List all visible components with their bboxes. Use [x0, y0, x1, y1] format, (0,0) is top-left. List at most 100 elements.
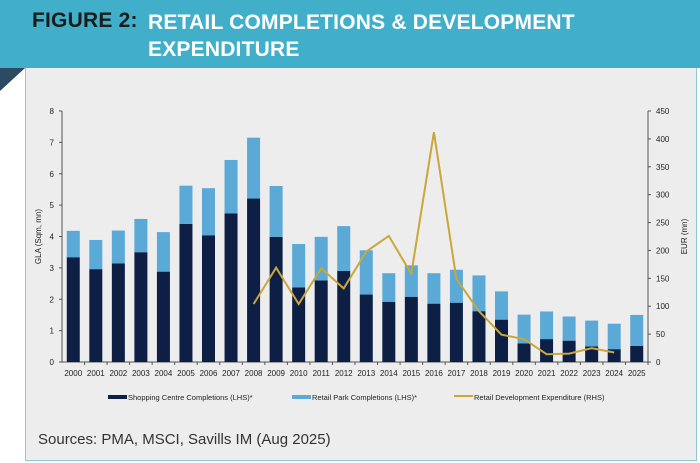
x-tick-label: 2015	[402, 369, 420, 378]
right-tick-label: 200	[656, 246, 670, 255]
bar-shopping-centre-2004	[156, 271, 170, 362]
bar-shopping-centre-2012	[337, 271, 351, 362]
legend-shopping-centre-swatch	[108, 395, 127, 399]
x-tick-label: 2005	[177, 369, 195, 378]
x-tick-label: 2025	[628, 369, 646, 378]
bar-retail-park-2025	[630, 314, 644, 346]
bar-shopping-centre-2019	[495, 319, 508, 362]
right-tick-label: 150	[656, 274, 670, 283]
bar-shopping-centre-2016	[427, 303, 441, 362]
bar-retail-park-2007	[224, 159, 238, 214]
left-tick-label: 8	[50, 107, 55, 116]
bar-shopping-centre-2006	[202, 235, 215, 362]
bar-shopping-centre-2000	[66, 257, 80, 362]
x-tick-label: 2007	[222, 369, 240, 378]
right-tick-label: 300	[656, 191, 670, 200]
x-tick-label: 2021	[538, 369, 556, 378]
figure-title: RETAIL COMPLETIONS & DEVELOPMENT EXPENDI…	[148, 11, 575, 61]
bar-retail-park-2002	[111, 230, 125, 264]
bar-shopping-centre-2007	[224, 213, 238, 362]
legend-retail-park-label: Retail Park Completions (LHS)*	[312, 393, 417, 402]
bar-retail-park-2009	[269, 185, 283, 237]
right-tick-label: 350	[656, 163, 670, 172]
bar-retail-park-2014	[382, 273, 396, 302]
bar-shopping-centre-2005	[179, 223, 193, 362]
left-tick-label: 2	[50, 295, 55, 304]
legend-shopping-centre-label: Shopping Centre Completions (LHS)*	[128, 393, 253, 402]
figure-label: FIGURE 2:	[32, 9, 138, 32]
x-tick-label: 2012	[335, 369, 353, 378]
bar-shopping-centre-2022	[562, 340, 576, 362]
bar-shopping-centre-2015	[404, 296, 418, 362]
right-tick-label: 100	[656, 302, 670, 311]
right-axis-title: EUR (mn)	[680, 218, 689, 254]
bar-shopping-centre-2023	[585, 346, 599, 362]
left-tick-label: 7	[50, 138, 55, 147]
x-tick-label: 2002	[109, 369, 127, 378]
bar-shopping-centre-2014	[382, 301, 396, 362]
bar-retail-park-2015	[404, 265, 418, 297]
right-tick-label: 50	[656, 330, 665, 339]
x-tick-label: 2014	[380, 369, 398, 378]
right-tick-label: 450	[656, 107, 670, 116]
x-tick-label: 2001	[87, 369, 105, 378]
right-tick-label: 250	[656, 219, 670, 228]
bar-shopping-centre-2002	[111, 263, 125, 362]
left-tick-label: 0	[50, 358, 55, 367]
x-tick-label: 2020	[515, 369, 533, 378]
bar-retail-park-2003	[134, 218, 148, 253]
bar-retail-park-2019	[495, 291, 508, 320]
x-tick-label: 2023	[583, 369, 601, 378]
x-tick-label: 2024	[605, 369, 623, 378]
bar-retail-park-2021	[540, 311, 554, 340]
bar-retail-park-2005	[179, 185, 193, 224]
bar-retail-park-2024	[607, 323, 621, 350]
bar-retail-park-2013	[359, 250, 373, 295]
left-tick-label: 6	[50, 170, 55, 179]
x-tick-label: 2019	[493, 369, 511, 378]
figure-header: FIGURE 2: RETAIL COMPLETIONS & DEVELOPME…	[0, 0, 700, 68]
bar-shopping-centre-2025	[630, 345, 644, 362]
legend-expenditure-swatch	[454, 395, 473, 397]
sources-note: Sources: PMA, MSCI, Savills IM (Aug 2025…	[38, 431, 331, 448]
bar-retail-park-2018	[472, 275, 486, 312]
x-tick-label: 2018	[470, 369, 488, 378]
x-tick-label: 2013	[357, 369, 375, 378]
bar-retail-park-2012	[337, 226, 351, 272]
bar-shopping-centre-2018	[472, 311, 486, 362]
bar-retail-park-2004	[156, 232, 170, 272]
bar-shopping-centre-2020	[517, 343, 531, 362]
bar-retail-park-2016	[427, 273, 441, 304]
x-tick-label: 2016	[425, 369, 443, 378]
bar-retail-park-2001	[89, 239, 103, 270]
bar-retail-park-2000	[66, 230, 80, 258]
bar-retail-park-2006	[202, 188, 215, 236]
x-tick-label: 2000	[64, 369, 82, 378]
left-axis-title: GLA (Sqm, mn)	[34, 209, 43, 264]
x-tick-label: 2009	[267, 369, 285, 378]
left-tick-label: 1	[50, 327, 55, 336]
x-tick-label: 2004	[155, 369, 173, 378]
legend-retail-park-swatch	[292, 395, 311, 399]
bar-retail-park-2010	[292, 244, 306, 288]
bar-shopping-centre-2010	[292, 287, 306, 362]
x-tick-label: 2010	[290, 369, 308, 378]
left-tick-label: 4	[50, 233, 55, 242]
bar-shopping-centre-2011	[314, 280, 328, 362]
left-tick-label: 3	[50, 264, 55, 273]
bar-shopping-centre-2013	[359, 294, 373, 362]
bar-shopping-centre-2008	[247, 198, 261, 362]
bar-retail-park-2022	[562, 316, 576, 341]
bar-retail-park-2023	[585, 320, 599, 347]
bar-retail-park-2020	[517, 314, 531, 344]
bar-retail-park-2011	[314, 236, 328, 281]
right-tick-label: 0	[656, 358, 661, 367]
x-tick-label: 2017	[448, 369, 466, 378]
x-tick-label: 2008	[245, 369, 263, 378]
x-tick-label: 2003	[132, 369, 150, 378]
bar-shopping-centre-2017	[449, 302, 463, 362]
bar-retail-park-2008	[247, 137, 261, 199]
line-retail-development-expenditure	[252, 132, 615, 356]
x-tick-label: 2022	[560, 369, 578, 378]
right-tick-label: 400	[656, 135, 670, 144]
